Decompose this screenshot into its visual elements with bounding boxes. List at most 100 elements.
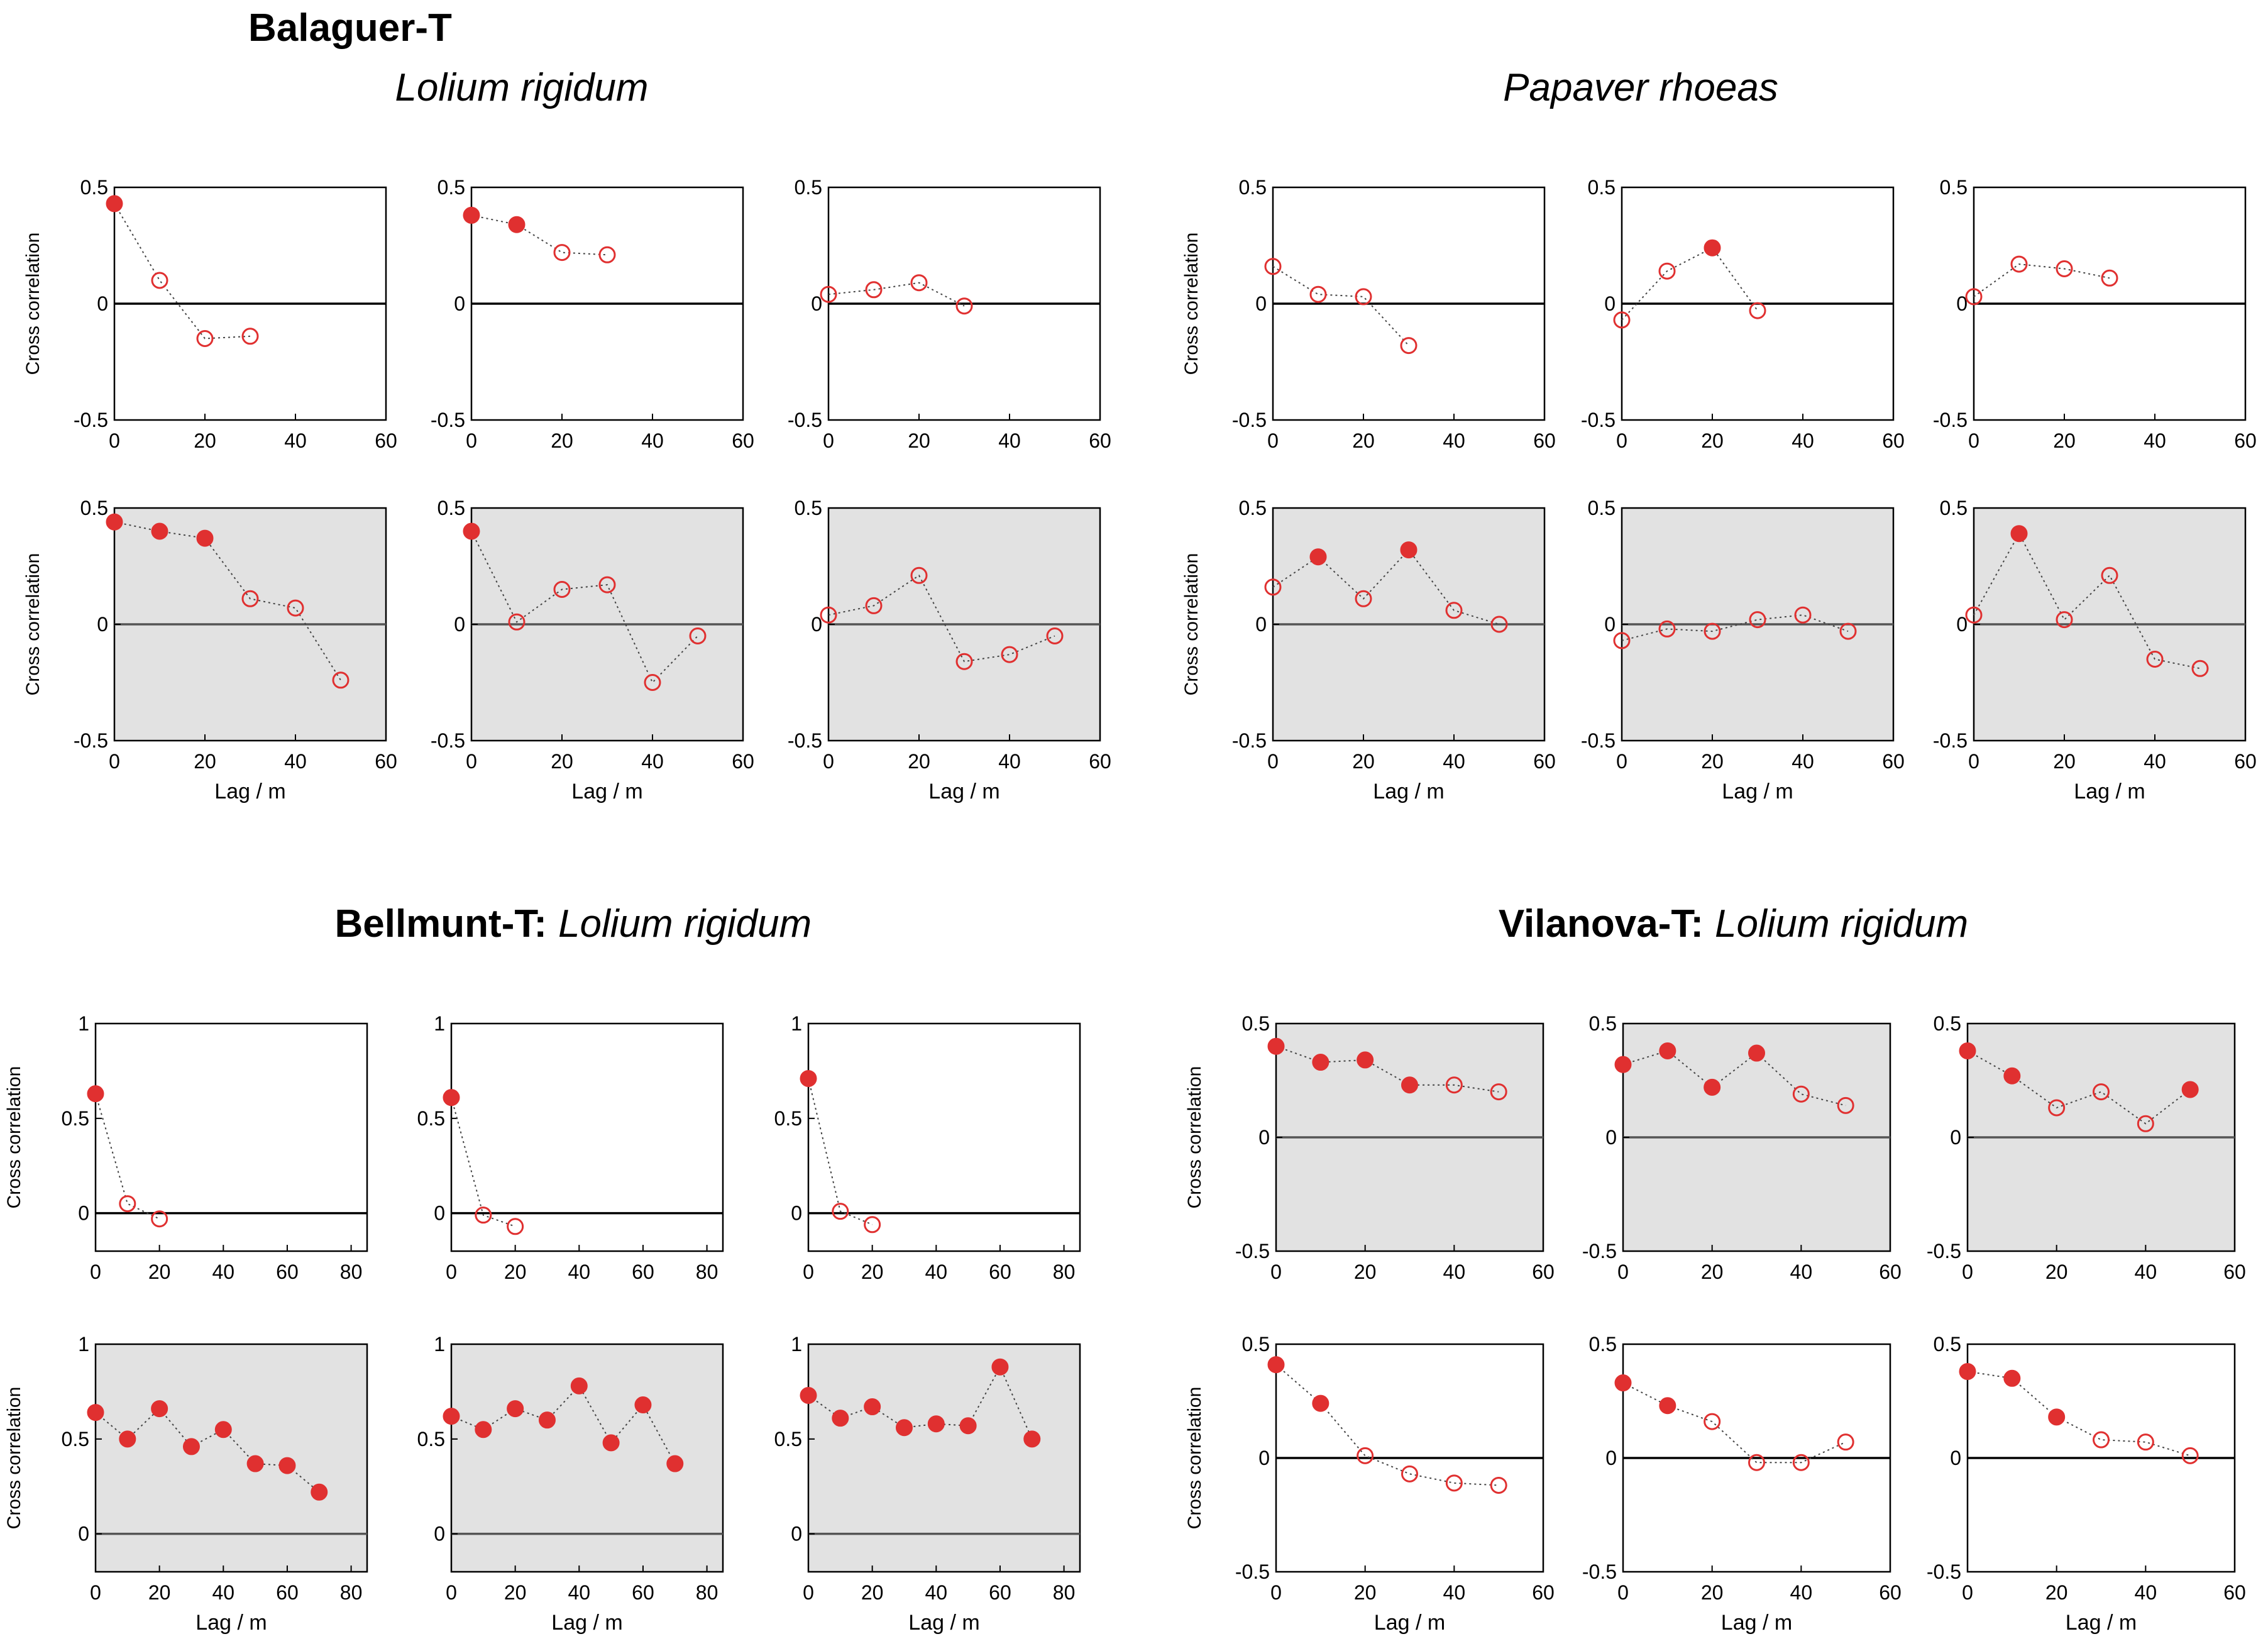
x-tick-label: 20 [1352, 429, 1375, 452]
data-point [241, 590, 259, 607]
data-point-significant [538, 1411, 556, 1429]
vilanova-site-title: Vilanova-T: [1499, 902, 1704, 946]
x-tick-label: 0 [90, 1261, 101, 1283]
data-point [2093, 1431, 2110, 1449]
x-tick-label: 40 [641, 429, 664, 452]
data-point-significant [832, 1410, 849, 1427]
y-axis-label: Cross correlation [23, 553, 43, 696]
y-tick-label: 0.5 [62, 1428, 89, 1450]
series-line [1967, 1050, 2191, 1125]
x-tick-label: 60 [1879, 1581, 1902, 1604]
x-tick-label: 40 [1443, 429, 1465, 452]
x-tick-label: 20 [504, 1261, 527, 1283]
x-tick-label: 40 [1443, 750, 1465, 773]
y-tick-label: 0.5 [1239, 497, 1267, 519]
y-tick-label: -0.5 [1582, 1560, 1617, 1583]
data-point [1401, 1465, 1418, 1483]
x-tick-label: 0 [90, 1581, 101, 1604]
y-tick-label: 1 [434, 1012, 445, 1035]
data-point [1613, 632, 1631, 649]
y-tick-label: -0.5 [788, 409, 822, 431]
x-tick-label: 40 [568, 1261, 590, 1283]
data-point-significant [1614, 1374, 1632, 1392]
x-tick-label: 0 [803, 1581, 814, 1604]
y-tick-label: -0.5 [1933, 409, 1968, 431]
x-tick-label: 60 [2234, 750, 2257, 773]
data-point-significant [2181, 1081, 2199, 1098]
x-tick-label: 80 [1053, 1261, 1076, 1283]
x-axis-label: Lag / m [1373, 780, 1444, 803]
y-tick-label: 0 [1255, 613, 1267, 636]
chart-panel: 0.50-0.50 20 40 60 [788, 176, 1111, 452]
y-tick-label: 0 [1950, 1447, 1961, 1469]
y-tick-label: 0 [454, 613, 465, 636]
x-axis-label: Lag / m [1722, 780, 1793, 803]
data-point-significant [106, 195, 123, 213]
x-tick-label: 40 [2144, 429, 2166, 452]
x-tick-label: 40 [568, 1581, 590, 1604]
x-axis-label: Lag / m [2074, 780, 2145, 803]
x-axis-label: Lag / m [571, 780, 642, 803]
x-tick-label: 20 [2045, 1261, 2068, 1283]
x-tick-label: 40 [2135, 1581, 2157, 1604]
x-tick-label: 0 [1617, 1581, 1629, 1604]
y-tick-label: -0.5 [1232, 409, 1267, 431]
series-line [808, 1365, 1033, 1440]
y-tick-label: 0.5 [62, 1107, 89, 1130]
x-tick-label: 80 [696, 1261, 718, 1283]
y-tick-label: 1 [78, 1333, 89, 1356]
x-tick-label: 20 [504, 1581, 527, 1604]
x-tick-label: 0 [1270, 1261, 1282, 1283]
x-tick-label: 60 [1532, 1581, 1555, 1604]
x-axis-label: Lag / m [1721, 1611, 1792, 1635]
data-point [1613, 311, 1631, 329]
data-point [910, 274, 928, 292]
data-point [2101, 566, 2118, 584]
data-point-significant [634, 1396, 652, 1414]
x-tick-label: 0 [1617, 1261, 1629, 1283]
y-tick-label: 0.5 [417, 1107, 445, 1130]
y-tick-label: 0.5 [774, 1107, 802, 1130]
data-point-significant [87, 1404, 104, 1422]
x-tick-label: 20 [861, 1261, 884, 1283]
y-tick-label: 0.5 [795, 497, 822, 519]
bellmunt-species-title: Lolium rigidum [558, 902, 812, 946]
x-tick-label: 40 [1790, 1581, 1813, 1604]
x-tick-label: 20 [148, 1581, 171, 1604]
data-point-significant [106, 513, 123, 531]
x-tick-label: 20 [194, 750, 216, 773]
x-tick-label: 0 [823, 429, 834, 452]
data-point [2137, 1115, 2154, 1132]
x-tick-label: 60 [2223, 1261, 2246, 1283]
data-point-significant [475, 1421, 492, 1438]
data-point-significant [1959, 1362, 1976, 1380]
x-axis-label: Lag / m [2066, 1611, 2137, 1635]
plot-area [450, 1343, 724, 1573]
chart-panel: 1 0.5 0 0 20 40 60 80 [774, 1012, 1081, 1283]
data-point [865, 597, 883, 614]
data-point-significant [2048, 1408, 2066, 1426]
data-point [1490, 1476, 1507, 1494]
data-point-significant [278, 1457, 296, 1474]
data-point [1355, 590, 1372, 607]
x-tick-label: 60 [1882, 750, 1905, 773]
data-point-significant [443, 1089, 460, 1107]
data-point [820, 606, 837, 624]
chart-panel: 0.50-0.50 20 40 60 [1927, 1012, 2246, 1283]
data-point [1658, 262, 1676, 280]
y-axis-label: Cross correlation [1181, 233, 1202, 375]
data-point [1445, 1474, 1463, 1492]
y-tick-label: 0 [1605, 1447, 1617, 1469]
y-axis-label: Cross correlation [4, 1066, 25, 1209]
data-point-significant [864, 1398, 881, 1416]
y-axis-label: Cross correlation [4, 1387, 25, 1530]
x-tick-label: 0 [446, 1261, 457, 1283]
data-point [1046, 627, 1064, 644]
data-point [1965, 288, 1983, 306]
y-tick-label: 0.5 [1242, 1012, 1270, 1035]
y-tick-label: 1 [791, 1012, 802, 1035]
